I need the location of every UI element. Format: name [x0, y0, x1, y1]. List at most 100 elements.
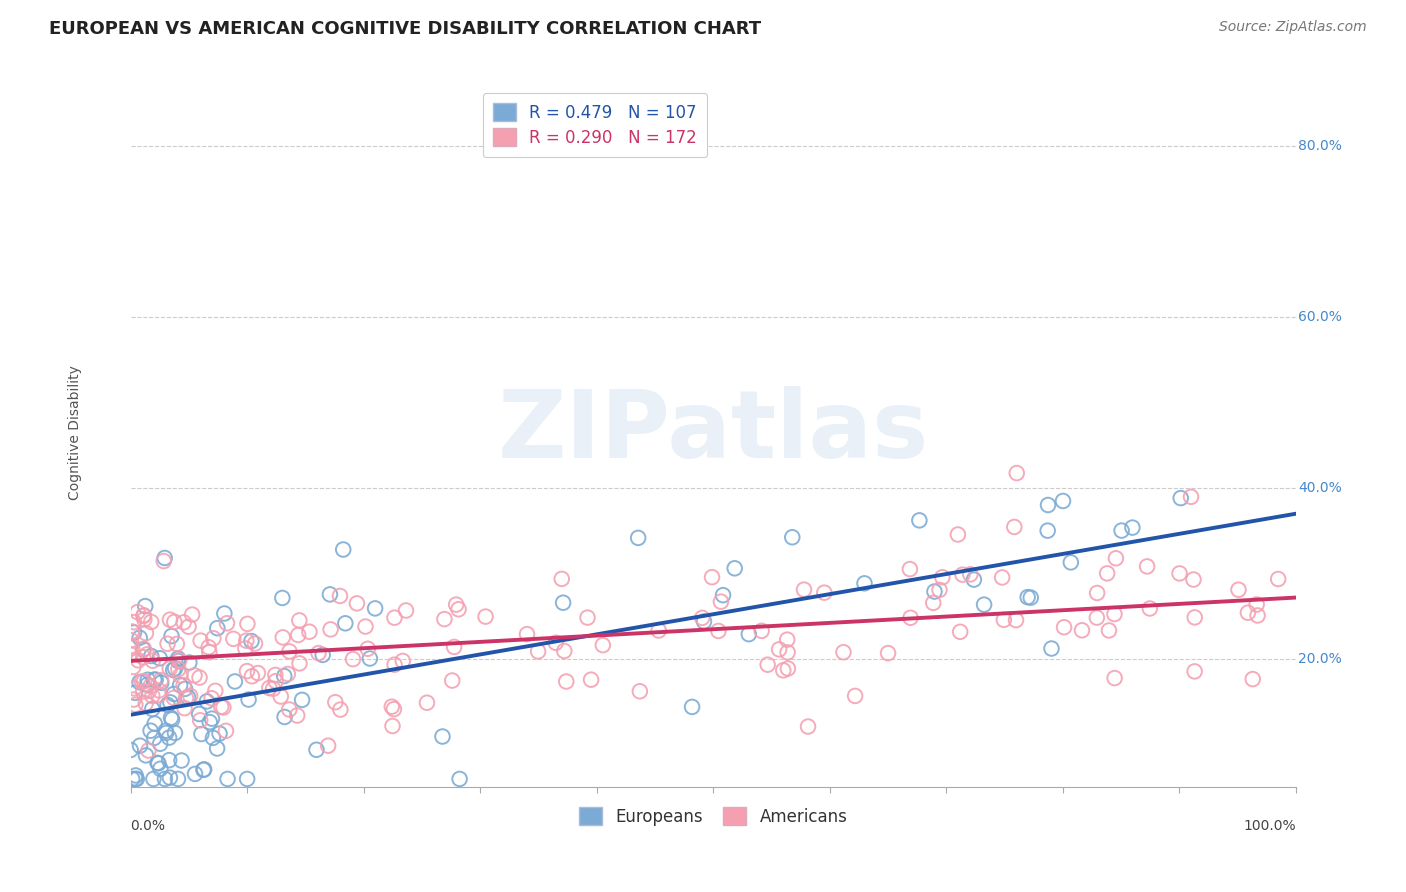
Point: [246, 666, 269, 681]
Point: [188, 714, 211, 728]
Point: [1180, 490, 1202, 504]
Point: [278, 702, 301, 716]
Point: [271, 591, 294, 605]
Point: [271, 631, 294, 645]
Point: [364, 601, 387, 615]
Point: [273, 669, 295, 683]
Point: [288, 614, 311, 628]
Point: [416, 696, 439, 710]
Point: [148, 688, 170, 702]
Point: [159, 771, 181, 785]
Point: [204, 683, 226, 698]
Point: [877, 646, 900, 660]
Point: [1139, 601, 1161, 615]
Point: [1104, 671, 1126, 685]
Point: [772, 664, 794, 678]
Point: [165, 661, 187, 675]
Point: [163, 726, 186, 740]
Point: [240, 669, 263, 683]
Point: [156, 698, 179, 712]
Point: [1136, 559, 1159, 574]
Point: [124, 698, 146, 712]
Point: [209, 699, 232, 714]
Point: [167, 662, 190, 676]
Point: [236, 772, 259, 786]
Point: [141, 648, 163, 663]
Point: [1085, 586, 1108, 600]
Point: [121, 640, 143, 655]
Point: [1019, 591, 1042, 605]
Point: [592, 638, 614, 652]
Point: [174, 681, 197, 696]
Point: [143, 716, 166, 731]
Point: [288, 657, 311, 671]
Point: [141, 615, 163, 629]
Point: [973, 598, 995, 612]
Point: [1005, 466, 1028, 480]
Point: [198, 715, 221, 730]
Legend: Europeans, Americans: Europeans, Americans: [572, 800, 855, 832]
Point: [308, 646, 330, 660]
Point: [527, 644, 550, 658]
Point: [319, 587, 342, 601]
Point: [125, 772, 148, 786]
Text: Cognitive Disability: Cognitive Disability: [67, 365, 82, 500]
Point: [1036, 498, 1059, 512]
Point: [335, 616, 357, 631]
Point: [474, 609, 496, 624]
Point: [179, 689, 201, 703]
Point: [169, 668, 191, 682]
Point: [1052, 494, 1074, 508]
Point: [381, 719, 404, 733]
Point: [700, 570, 723, 584]
Point: [131, 674, 153, 689]
Point: [177, 620, 200, 634]
Point: [1105, 551, 1128, 566]
Point: [201, 712, 224, 726]
Point: [952, 567, 974, 582]
Point: [391, 654, 413, 668]
Point: [780, 530, 803, 544]
Point: [681, 700, 703, 714]
Point: [1017, 590, 1039, 604]
Point: [160, 711, 183, 725]
Point: [163, 687, 186, 701]
Point: [1002, 520, 1025, 534]
Point: [183, 668, 205, 682]
Point: [768, 642, 790, 657]
Point: [132, 609, 155, 624]
Point: [1053, 620, 1076, 634]
Text: 60.0%: 60.0%: [1298, 310, 1341, 324]
Point: [173, 678, 195, 692]
Point: [291, 693, 314, 707]
Point: [188, 706, 211, 721]
Point: [143, 731, 166, 745]
Point: [323, 695, 346, 709]
Point: [963, 573, 986, 587]
Point: [124, 772, 146, 786]
Point: [751, 624, 773, 638]
Point: [1095, 566, 1118, 581]
Point: [163, 690, 186, 705]
Point: [159, 662, 181, 676]
Point: [134, 599, 156, 613]
Point: [924, 584, 946, 599]
Point: [1121, 520, 1143, 534]
Point: [922, 596, 945, 610]
Point: [128, 631, 150, 645]
Point: [898, 562, 921, 576]
Point: [433, 612, 456, 626]
Point: [627, 531, 650, 545]
Point: [285, 708, 308, 723]
Point: [1104, 607, 1126, 621]
Point: [298, 624, 321, 639]
Point: [305, 743, 328, 757]
Point: [120, 743, 142, 757]
Point: [166, 637, 188, 651]
Point: [931, 570, 953, 584]
Point: [132, 642, 155, 657]
Point: [346, 596, 368, 610]
Point: [122, 660, 145, 674]
Point: [993, 613, 1015, 627]
Point: [148, 683, 170, 698]
